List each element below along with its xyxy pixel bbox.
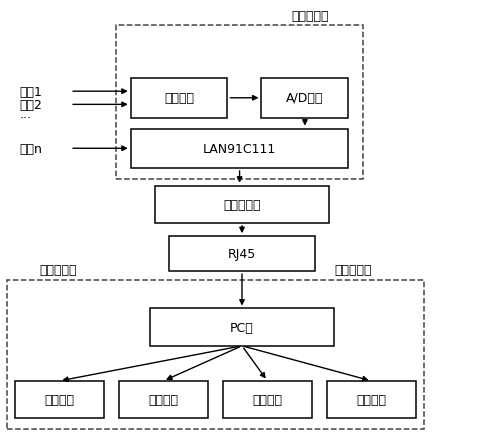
- Text: 波形显示: 波形显示: [253, 393, 282, 406]
- Bar: [150, 309, 334, 346]
- Text: ···: ···: [19, 112, 31, 125]
- Bar: [131, 79, 227, 118]
- Text: 虚拟示波器: 虚拟示波器: [334, 264, 372, 277]
- Bar: [131, 129, 348, 169]
- Bar: [15, 381, 104, 418]
- Bar: [116, 26, 363, 180]
- Bar: [261, 79, 348, 118]
- Bar: [223, 381, 312, 418]
- Bar: [155, 186, 329, 223]
- Text: A/D转换: A/D转换: [286, 92, 324, 105]
- Text: 波形存储: 波形存储: [357, 393, 386, 406]
- Text: PC机: PC机: [230, 321, 254, 334]
- Bar: [327, 381, 416, 418]
- Bar: [119, 381, 208, 418]
- Text: 嵌入式系统: 嵌入式系统: [291, 10, 329, 23]
- Text: LAN91C111: LAN91C111: [203, 142, 276, 155]
- Text: 数据计算: 数据计算: [45, 393, 74, 406]
- Text: 以太网传输: 以太网传输: [39, 264, 77, 277]
- Text: 信号n: 信号n: [19, 142, 42, 155]
- Text: 信号1: 信号1: [19, 85, 42, 99]
- Text: 信号2: 信号2: [19, 99, 42, 112]
- Text: 网络变压器: 网络变压器: [223, 198, 261, 211]
- Text: 调理电路: 调理电路: [164, 92, 194, 105]
- Text: RJ45: RJ45: [228, 247, 256, 261]
- Bar: [7, 280, 424, 429]
- Bar: [169, 237, 315, 272]
- Text: 频谱分析: 频谱分析: [149, 393, 178, 406]
